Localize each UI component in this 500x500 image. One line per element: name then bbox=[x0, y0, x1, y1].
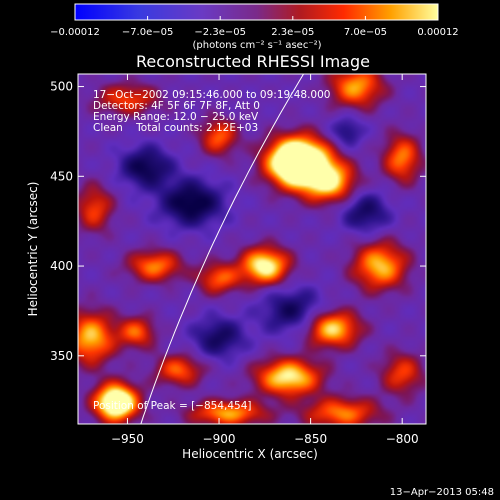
info-energy-range: Energy Range: 12.0 − 25.0 keV bbox=[93, 111, 259, 123]
colorbar-tick-label: −7.0e−05 bbox=[122, 27, 174, 38]
plot-frame bbox=[77, 73, 427, 425]
x-tick-label: −850 bbox=[294, 432, 327, 446]
peak-position-label: Position of Peak = [−854,454] bbox=[93, 400, 252, 412]
x-tick-label: −950 bbox=[111, 432, 144, 446]
colorbar-unit-label: (photons cm⁻² s⁻¹ asec⁻²) bbox=[192, 40, 321, 51]
y-axis-label: Heliocentric Y (arcsec) bbox=[26, 182, 40, 317]
info-block: 17−Oct−2002 09:15:46.000 to 09:19:48.000… bbox=[93, 89, 330, 134]
colorbar bbox=[75, 4, 438, 20]
x-axis-ticks: −950 −900 −850 −800 bbox=[111, 74, 419, 446]
colorbar-tick-label: 7.0e−05 bbox=[344, 27, 387, 38]
y-tick-label: 350 bbox=[50, 349, 73, 363]
info-clean-counts: Clean Total counts: 2.12E+03 bbox=[93, 122, 258, 134]
x-tick-label: −800 bbox=[386, 432, 419, 446]
x-axis-label: Heliocentric X (arcsec) bbox=[182, 447, 318, 461]
solar-limb-arc bbox=[140, 74, 305, 424]
chart-title: Reconstructed RHESSI Image bbox=[136, 52, 370, 71]
y-tick-label: 400 bbox=[50, 259, 73, 273]
plot-area bbox=[78, 74, 426, 424]
y-tick-label: 500 bbox=[50, 80, 73, 94]
y-axis-ticks: 350 400 450 500 bbox=[50, 80, 426, 363]
x-tick-label: −900 bbox=[203, 432, 236, 446]
info-time-range: 17−Oct−2002 09:15:46.000 to 09:19:48.000 bbox=[93, 89, 330, 101]
colorbar-tick-label: −2.3e−05 bbox=[194, 27, 246, 38]
colorbar-tick-label: 0.00012 bbox=[417, 27, 458, 38]
colorbar-ticks: −0.00012 −7.0e−05 −2.3e−05 2.3e−05 7.0e−05 0.… bbox=[50, 16, 459, 38]
footer-date: 13−Apr−2013 05:48 bbox=[390, 487, 494, 498]
colorbar-tick-label: 2.3e−05 bbox=[271, 27, 314, 38]
colorbar-tick-label: −0.00012 bbox=[50, 27, 100, 38]
heatmap bbox=[78, 74, 426, 424]
info-detectors: Detectors: 4F 5F 6F 7F 8F, Att 0 bbox=[93, 100, 260, 112]
y-tick-label: 450 bbox=[50, 169, 73, 183]
